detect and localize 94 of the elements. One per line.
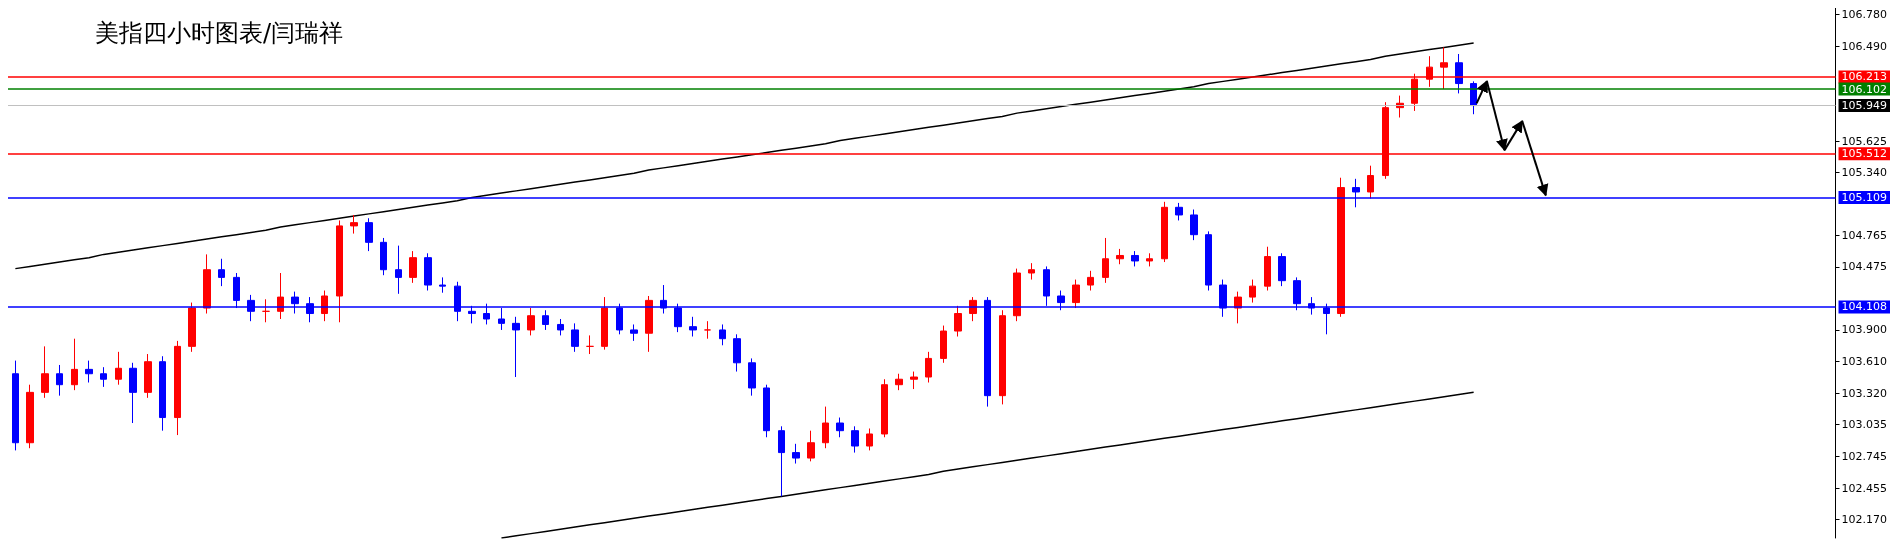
candlestick (866, 428, 873, 451)
y-tick-label: 103.900 (1841, 323, 1888, 337)
candlestick (174, 340, 181, 436)
y-tick-label: 104.475 (1841, 260, 1888, 274)
candlestick (1455, 53, 1463, 94)
candlestick (763, 384, 770, 438)
candlestick (910, 371, 918, 390)
ref-line-label: 106.213 (1841, 70, 1888, 84)
y-tick-label: 103.610 (1841, 355, 1888, 369)
candlestick (26, 384, 34, 449)
candlestick (365, 217, 373, 252)
y-tick-label: 104.765 (1841, 228, 1888, 242)
candlestick (1028, 262, 1035, 281)
candlestick (895, 373, 903, 391)
y-tick-label: 105.625 (1841, 134, 1888, 148)
candlestick (1337, 177, 1345, 318)
ref-line-label: 106.102 (1841, 82, 1888, 96)
candlestick (512, 316, 520, 378)
candlestick (144, 353, 152, 399)
candlestick (1249, 279, 1256, 304)
candlestick (836, 417, 844, 438)
candlestick (704, 320, 711, 340)
y-tick-label: 106.490 (1841, 39, 1888, 53)
candlestick (1278, 252, 1286, 287)
candlestick (12, 360, 19, 451)
candlestick (807, 430, 815, 462)
y-tick-label: 105.340 (1841, 165, 1888, 179)
y-tick-label: 103.320 (1841, 386, 1888, 400)
candlestick (188, 302, 196, 353)
text: 美指四小时图表/闫瑞祥 (95, 19, 344, 47)
candlestick (645, 295, 653, 353)
candlestick (380, 237, 387, 276)
candlestick (881, 378, 888, 438)
candlestick (999, 309, 1006, 405)
candlestick (218, 258, 225, 287)
candlestick (1264, 246, 1271, 292)
candlestick (1102, 237, 1109, 284)
candlestick (925, 351, 932, 383)
ref-line-label: 105.512 (1841, 147, 1888, 161)
candlestick (115, 351, 122, 386)
candlestick (542, 309, 549, 331)
line-series (500, 391, 1475, 539)
candlestick (1013, 268, 1021, 322)
candlestick (822, 406, 829, 449)
candlestick (41, 345, 49, 399)
candlestick (262, 298, 270, 323)
candlestick (689, 316, 697, 338)
candlestick (439, 276, 446, 294)
candlestick (100, 366, 107, 388)
candlestick (792, 443, 800, 465)
candlestick (851, 425, 859, 454)
candlestick (321, 290, 328, 322)
candlestick (203, 253, 211, 315)
candlestick (778, 425, 785, 497)
candlestick (395, 245, 402, 295)
candlestick (71, 338, 78, 391)
candlestick (1190, 208, 1198, 241)
candlestick (409, 250, 417, 284)
candlestick (954, 305, 962, 338)
candlestick (350, 214, 358, 235)
candlestick (1175, 202, 1183, 221)
candlestick (557, 318, 564, 336)
candlestick (1116, 248, 1124, 265)
ref-line-label: 104.108 (1841, 300, 1888, 314)
candlestick (586, 334, 594, 355)
candlestick (85, 360, 93, 383)
candlestick (1161, 201, 1168, 263)
candlestick (733, 333, 741, 373)
candlestick (1087, 270, 1094, 292)
y-tick-label: 106.780 (1841, 8, 1888, 22)
y-tick-label: 103.035 (1841, 418, 1888, 432)
candlestick (571, 322, 579, 353)
candlestick (630, 323, 638, 342)
candlestick (1367, 165, 1374, 200)
candlestick (719, 323, 726, 346)
candlestick (56, 364, 63, 397)
y-tick-label: 102.455 (1841, 481, 1888, 495)
ref-line-label: 105.949 (1841, 98, 1888, 112)
candlestick (940, 325, 947, 364)
candlestick (1205, 230, 1212, 292)
candlestick (601, 296, 608, 351)
candlestick (1131, 250, 1139, 267)
candlestick (748, 357, 756, 397)
candlestick (424, 252, 432, 292)
candlestick (527, 307, 535, 336)
y-tick-label: 102.170 (1841, 512, 1888, 526)
ref-line-label: 105.109 (1841, 190, 1888, 204)
candlestick (159, 355, 166, 432)
y-tick-label: 102.745 (1841, 449, 1888, 463)
candlestick (1072, 279, 1080, 309)
candlestick (336, 219, 343, 323)
candlestick (1146, 252, 1153, 267)
candlestick (277, 272, 284, 320)
candlestick (129, 362, 137, 424)
